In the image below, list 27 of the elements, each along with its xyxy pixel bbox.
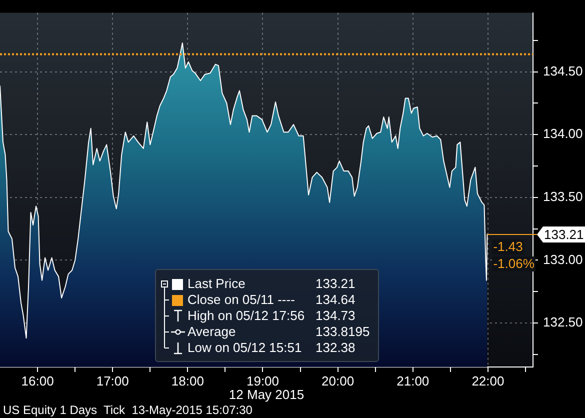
legend-label: Last Price <box>188 276 246 292</box>
annotation: Low on 05/12 15:51 <box>188 340 302 356</box>
x-tick-label: 16:00 <box>21 373 54 388</box>
text: 133.21 <box>544 227 584 242</box>
text: US Equity 1 Days Tick 13-May-2015 15:07:30 <box>3 403 252 417</box>
annotation: -1.06% <box>493 256 535 272</box>
y-tick-label: 132.50 <box>543 314 583 330</box>
y-tick-label: 134.00 <box>543 126 583 142</box>
x-tick-label: 19:00 <box>246 373 280 388</box>
x-tick-label: 22:00 <box>472 373 504 388</box>
x-axis-title: 12 May 2015 <box>228 386 304 402</box>
annotation: 132.38 <box>316 340 356 356</box>
y-tick-label: 133.50 <box>543 189 583 204</box>
annotation: 134.64 <box>316 292 356 308</box>
y-tick-label: 134.50 <box>543 63 583 78</box>
x-tick-label: 18:00 <box>171 373 204 388</box>
legend-label: Close on 05/11 ---- <box>188 292 295 308</box>
x-tick-label: 20:00 <box>322 373 354 388</box>
annotation: 133.21 <box>316 276 356 292</box>
annotation: High on 05/12 17:56 <box>188 308 305 324</box>
x-tick-label: 17:00 <box>96 373 129 388</box>
annotation: 133.8195 <box>316 324 370 340</box>
annotation: -1.43 <box>493 239 523 254</box>
y-tick-label: 133.00 <box>543 252 583 267</box>
annotation: Average <box>188 324 236 340</box>
annotation: 134.73 <box>316 308 356 324</box>
x-tick-label: 21:00 <box>396 373 430 388</box>
